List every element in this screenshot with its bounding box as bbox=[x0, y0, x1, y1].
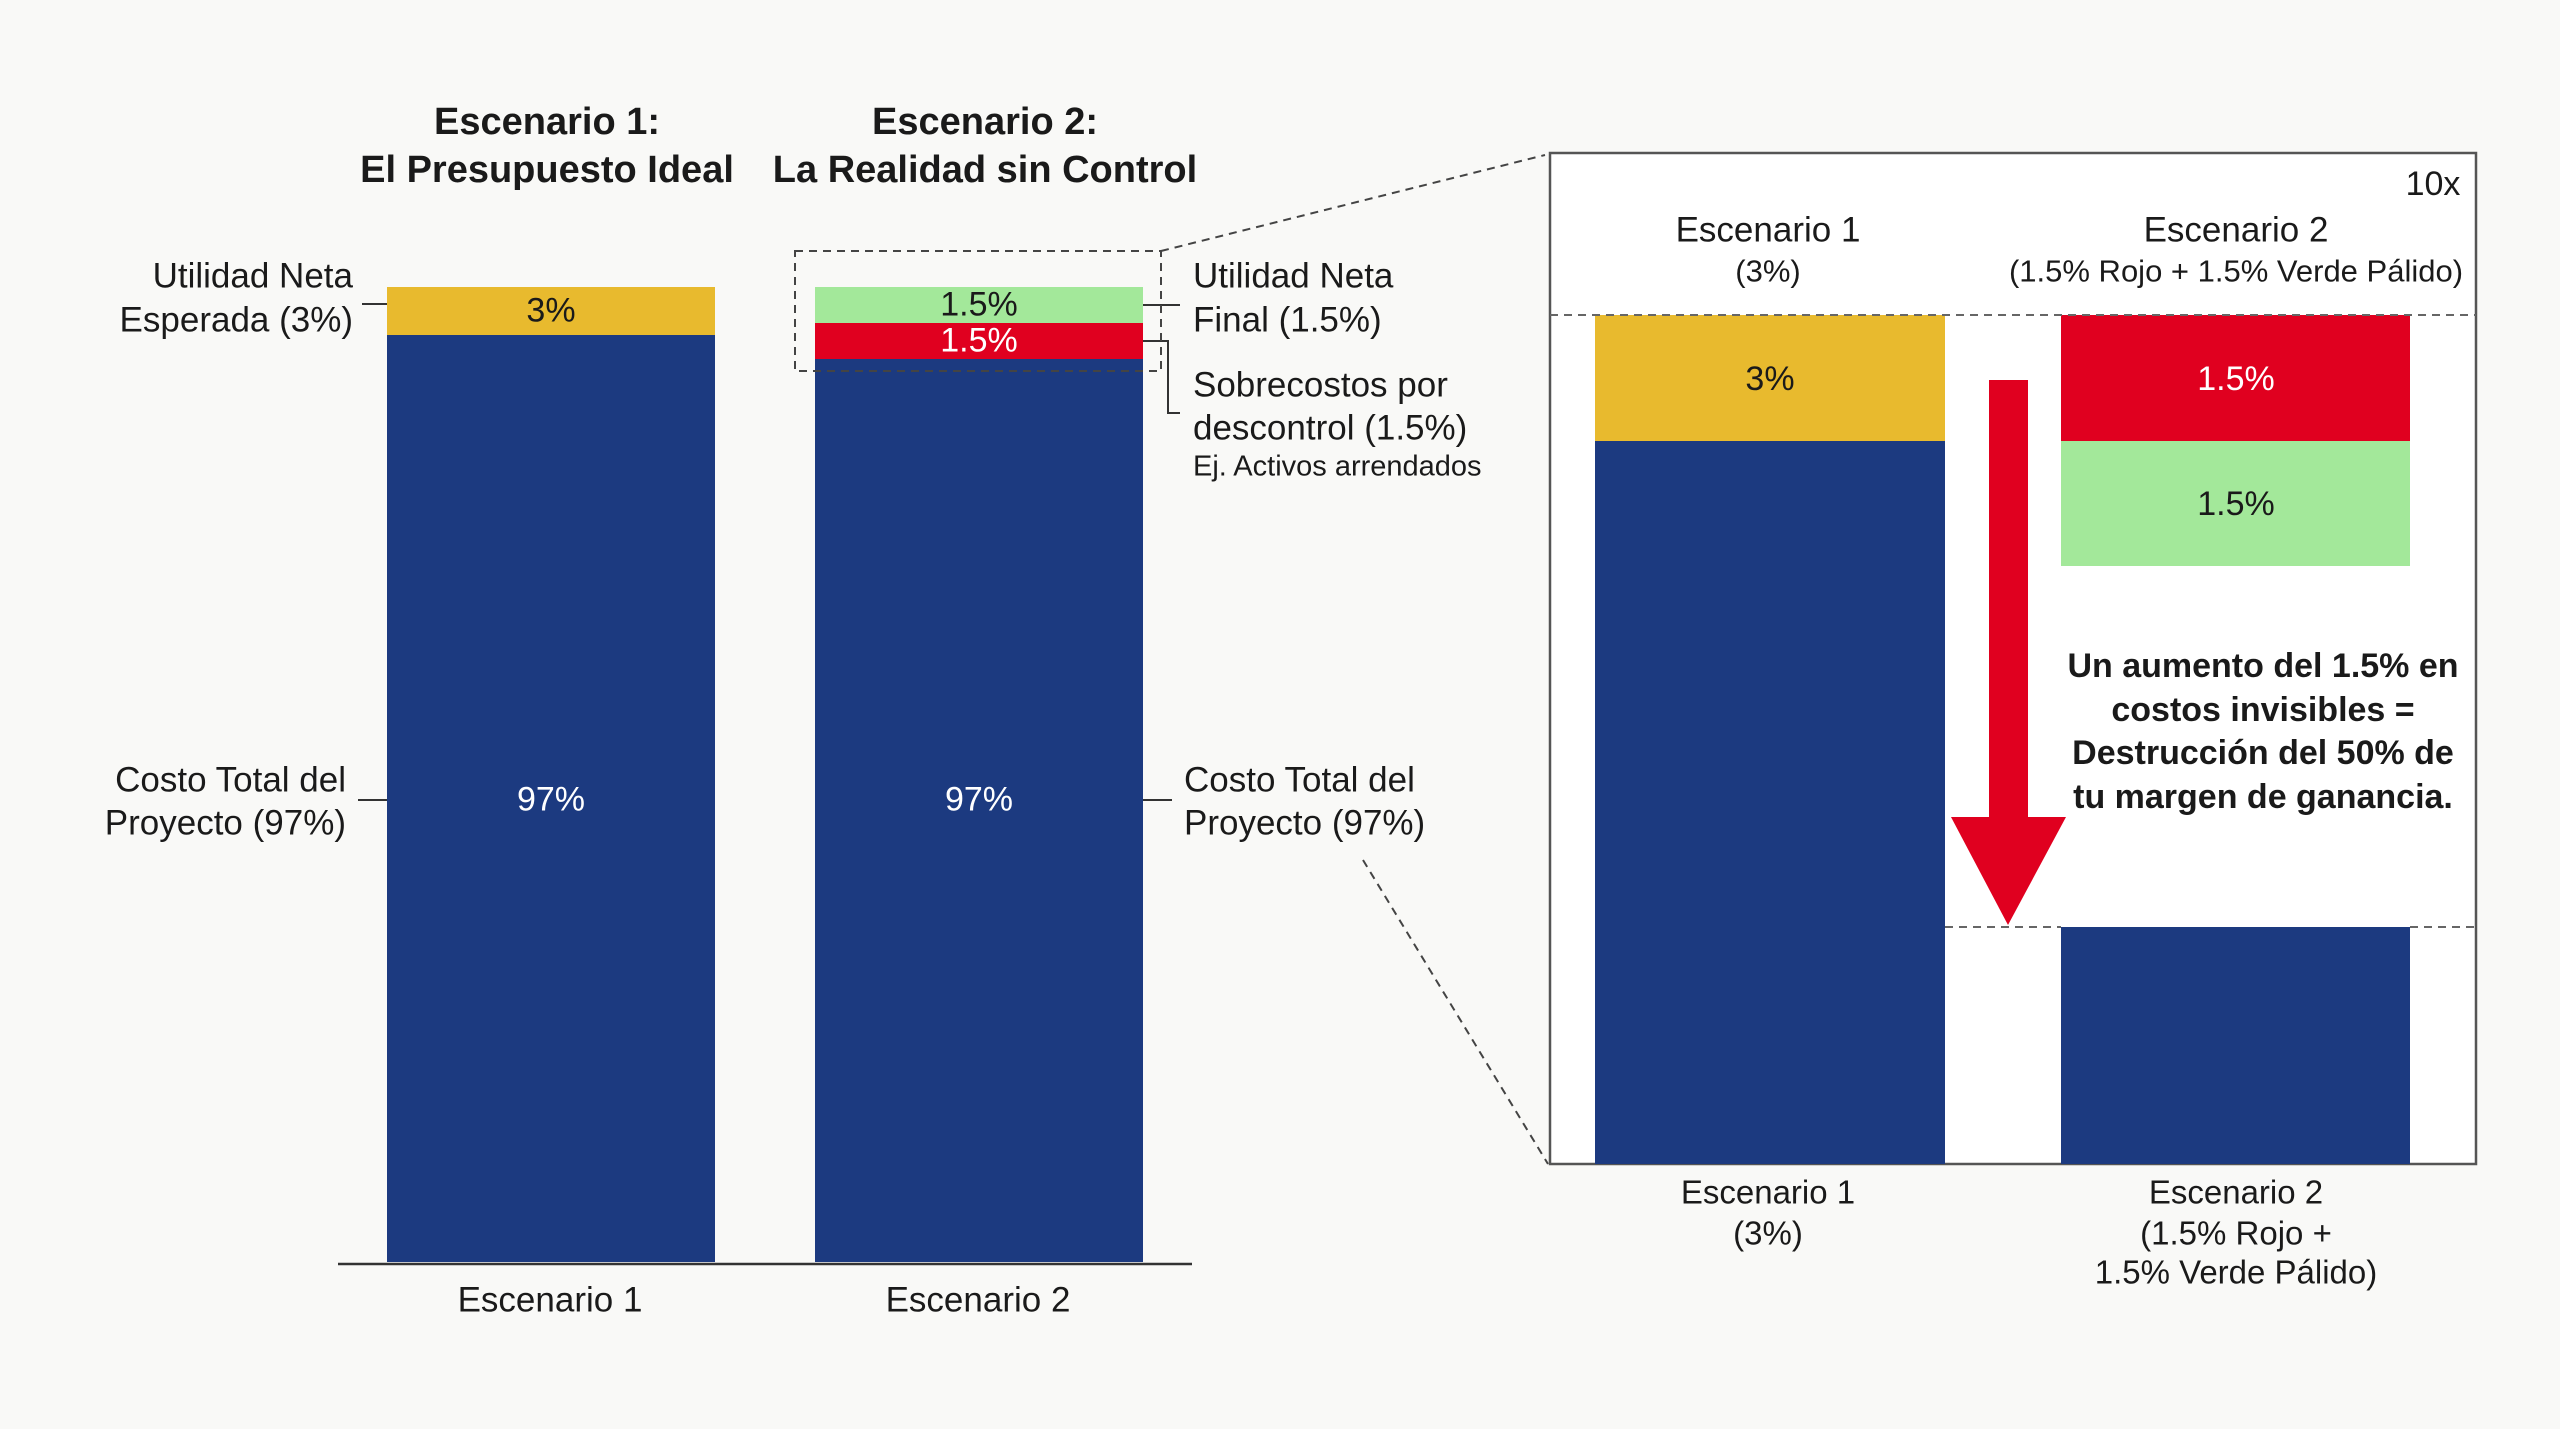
key-message: Un aumento del 1.5% en bbox=[2067, 647, 2459, 685]
inset-bar-s2-final-profit bbox=[2061, 441, 2410, 566]
inset-header-s1: Escenario 1 bbox=[1675, 210, 1861, 250]
inset-x-label-s1: (3%) bbox=[1733, 1214, 1803, 1252]
annotation-overrun: Sobrecostos por bbox=[1193, 365, 1448, 405]
inset-bar-label: 1.5% bbox=[2197, 360, 2275, 398]
zoom-highlight-box bbox=[794, 250, 1162, 372]
inset-bar-s2-cost bbox=[2061, 927, 2410, 1164]
bar-label: 97% bbox=[944, 780, 1014, 819]
down-arrow-icon bbox=[1951, 380, 2066, 925]
annotation-overrun-example: Ej. Activos arrendados bbox=[1193, 450, 1482, 483]
annotation-total-cost: Proyecto (97%) bbox=[104, 803, 346, 843]
inset-bar-s1-cost bbox=[1595, 441, 1945, 1164]
scenario2-title-line2: La Realidad sin Control bbox=[772, 149, 1198, 191]
inset-bar-label: 3% bbox=[1745, 360, 1795, 398]
bar-s2-final-profit: 1.5% bbox=[815, 285, 1143, 324]
annotation-total-cost: Costo Total del bbox=[115, 760, 346, 800]
annotation-final-profit: Utilidad Neta bbox=[1193, 256, 1394, 296]
bar-s2-overrun: 1.5% bbox=[815, 321, 1143, 360]
inset-bar-s1-profit bbox=[1595, 315, 1945, 441]
bar-label: 3% bbox=[526, 291, 576, 330]
bar-s2-cost: 97% bbox=[815, 359, 1143, 1262]
annotation-overrun: descontrol (1.5%) bbox=[1193, 408, 1468, 448]
inset-sub-s1: (3%) bbox=[1735, 253, 1801, 289]
x-tick-label: Escenario 1 bbox=[457, 1280, 643, 1320]
key-message: tu margen de ganancia. bbox=[2073, 778, 2453, 816]
inset-x-label-s1: Escenario 1 bbox=[1680, 1173, 1856, 1211]
bar-s1-cost: 97% bbox=[387, 335, 715, 1262]
key-message: Destrucción del 50% de bbox=[2072, 734, 2454, 772]
inset-x-label-s2: (1.5% Rojo + bbox=[2140, 1214, 2332, 1252]
bar-s1-profit: 3% bbox=[387, 287, 715, 335]
annotation-expected-profit: Utilidad Neta bbox=[152, 256, 353, 296]
inset-sub-s2: (1.5% Rojo + 1.5% Verde Pálido) bbox=[2008, 253, 2464, 289]
annotation-expected-profit: Esperada (3%) bbox=[119, 300, 353, 340]
inset-x-label-s2: Escenario 2 bbox=[2148, 1173, 2324, 1211]
bar-label: 1.5% bbox=[940, 321, 1018, 360]
zoom-connector bbox=[1160, 154, 1546, 252]
inset-x-label-s2: 1.5% Verde Pálido) bbox=[2094, 1253, 2378, 1291]
scenario2-title-line1: Escenario 2: bbox=[872, 101, 1098, 143]
key-message: costos invisibles = bbox=[2111, 691, 2415, 729]
x-tick-label: Escenario 2 bbox=[885, 1280, 1071, 1320]
inset-bar-s2-overrun bbox=[2061, 315, 2410, 441]
bar-label: 97% bbox=[516, 780, 586, 819]
inset-bar-label: 1.5% bbox=[2197, 485, 2275, 523]
zoom-connector bbox=[1362, 859, 1549, 1165]
zoom-label: 10x bbox=[2405, 165, 2461, 203]
bar-label: 1.5% bbox=[940, 285, 1018, 324]
annotation-final-profit: Final (1.5%) bbox=[1193, 300, 1382, 340]
annotation-total-cost-right: Proyecto (97%) bbox=[1184, 803, 1426, 843]
bracket-line bbox=[1143, 340, 1180, 414]
scenario1-title-line1: Escenario 1: bbox=[434, 101, 660, 143]
scenario1-title-line2: El Presupuesto Ideal bbox=[360, 149, 734, 191]
annotation-total-cost-right: Costo Total del bbox=[1184, 760, 1415, 800]
inset-header-s2: Escenario 2 bbox=[2143, 210, 2329, 250]
